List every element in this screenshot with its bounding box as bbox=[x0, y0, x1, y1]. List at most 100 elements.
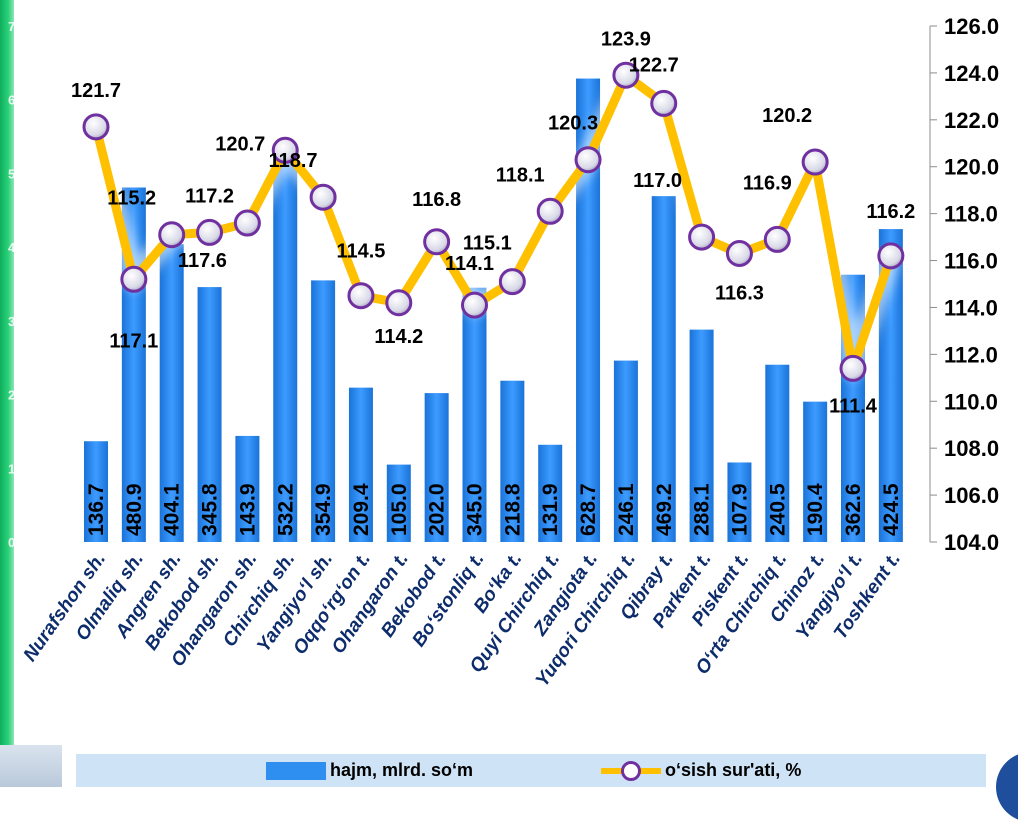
line-marker bbox=[461, 291, 488, 319]
right-tick-label: 122.0 bbox=[944, 108, 999, 133]
bar-value-label: 246.1 bbox=[615, 483, 638, 536]
bar-value-label: 345.0 bbox=[464, 483, 487, 536]
line-value-label: 123.9 bbox=[601, 28, 651, 50]
line-marker bbox=[347, 282, 375, 310]
bar bbox=[689, 329, 714, 542]
line-value-label: 117.6 bbox=[178, 250, 227, 272]
bar-value-label: 218.8 bbox=[501, 483, 524, 536]
bar-value-label: 105.0 bbox=[388, 483, 411, 536]
bar bbox=[235, 435, 260, 542]
bar bbox=[311, 280, 336, 542]
right-tick-label: 126.0 bbox=[944, 14, 999, 39]
bar-value-label: 143.9 bbox=[236, 483, 259, 536]
left-tick-label: 300.0 bbox=[8, 314, 41, 329]
bar bbox=[197, 287, 222, 542]
bar-value-label: 240.5 bbox=[766, 483, 789, 536]
combo-chart: 136.7 480.9 404.1 345.8 143.9 532.2 354.9 209.4… bbox=[8, 14, 1000, 691]
legend-bar-swatch bbox=[266, 761, 326, 780]
bar bbox=[651, 196, 676, 542]
right-axis: 104.0 106.0 108.0 110.0 112.0 114.0 116.0 118.0… bbox=[929, 14, 999, 555]
line-marker bbox=[688, 223, 716, 251]
bar-value-label: 628.7 bbox=[577, 483, 600, 536]
line-series bbox=[82, 61, 905, 382]
line-marker bbox=[839, 354, 867, 382]
bar bbox=[538, 444, 563, 542]
left-tick-label: 500.0 bbox=[8, 166, 41, 181]
line-marker bbox=[498, 268, 526, 296]
line-marker bbox=[309, 183, 337, 211]
line-value-label: 118.1 bbox=[496, 164, 545, 186]
bar bbox=[500, 380, 525, 542]
bar-series: 136.7 480.9 404.1 345.8 143.9 532.2 354.9 209.4… bbox=[84, 78, 903, 542]
line-value-label: 114.1 bbox=[445, 253, 494, 275]
left-tick-label: 200.0 bbox=[8, 388, 41, 403]
line-value-label: 118.7 bbox=[269, 150, 318, 172]
legend-label-line: o‘sish sur'ati, % bbox=[665, 760, 802, 780]
bar bbox=[386, 464, 411, 542]
bar bbox=[424, 393, 449, 542]
bar-value-label: 469.2 bbox=[653, 483, 676, 536]
line-value-label: 120.3 bbox=[548, 113, 598, 135]
bar-value-label: 362.6 bbox=[842, 483, 865, 536]
bar bbox=[84, 441, 108, 542]
bar-value-label: 345.8 bbox=[199, 483, 222, 536]
line-value-label: 116.9 bbox=[743, 172, 792, 194]
line-value-label: 121.7 bbox=[71, 80, 121, 102]
bar-value-label: 424.5 bbox=[880, 483, 903, 536]
bar-value-label: 131.9 bbox=[539, 483, 562, 536]
bar-value-label: 107.9 bbox=[728, 483, 751, 536]
line-value-label: 114.5 bbox=[336, 241, 385, 263]
line-marker bbox=[877, 242, 905, 270]
right-tick-label: 116.0 bbox=[944, 249, 998, 274]
bar-value-label: 354.9 bbox=[312, 483, 335, 536]
line-value-label: 122.7 bbox=[629, 54, 679, 76]
line-marker bbox=[385, 289, 413, 317]
line-marker bbox=[536, 197, 564, 225]
bar-value-label: 404.1 bbox=[161, 483, 184, 536]
line-marker bbox=[725, 240, 753, 268]
line-value-label: 111.4 bbox=[829, 395, 878, 417]
line-marker bbox=[763, 225, 791, 253]
line-value-label: 120.2 bbox=[762, 105, 812, 127]
line-value-label: 116.8 bbox=[412, 189, 461, 211]
line-value-label: 117.1 bbox=[109, 330, 158, 352]
legend-item-bars: hajm, mlrd. so‘m bbox=[266, 754, 473, 787]
right-tick-label: 106.0 bbox=[944, 483, 999, 508]
bar bbox=[348, 387, 373, 542]
bar-value-label: 532.2 bbox=[274, 483, 297, 536]
line-value-label: 114.2 bbox=[374, 326, 423, 348]
bar bbox=[159, 244, 184, 542]
legend: hajm, mlrd. so‘m o‘sish sur'ati, % bbox=[76, 754, 986, 787]
line-value-label: 116.3 bbox=[715, 283, 764, 305]
right-tick-label: 104.0 bbox=[944, 530, 999, 555]
right-tick-label: 108.0 bbox=[944, 436, 999, 461]
bar-value-label: 288.1 bbox=[691, 483, 714, 536]
line-marker bbox=[801, 148, 829, 176]
bar-value-label: 202.0 bbox=[426, 483, 449, 536]
bar-value-label: 190.4 bbox=[804, 483, 827, 536]
left-tick-label: 100.0 bbox=[8, 461, 41, 476]
line-marker bbox=[196, 218, 224, 246]
legend-line-swatch bbox=[601, 759, 661, 783]
right-tick-label: 114.0 bbox=[944, 295, 998, 320]
line-value-label: 117.0 bbox=[633, 170, 682, 192]
bar-value-label: 480.9 bbox=[123, 483, 146, 536]
line-value-label: 115.2 bbox=[107, 188, 156, 210]
right-tick-label: 124.0 bbox=[944, 61, 999, 86]
line-marker bbox=[574, 146, 602, 174]
right-tick-label: 118.0 bbox=[944, 202, 998, 227]
left-bottom-panel bbox=[0, 745, 62, 787]
line-marker bbox=[120, 265, 148, 293]
line-marker bbox=[612, 61, 640, 89]
line-marker bbox=[271, 136, 299, 164]
line-marker bbox=[233, 209, 261, 237]
left-tick-label: 0.0 bbox=[8, 535, 26, 550]
bar bbox=[273, 149, 298, 542]
legend-item-line: o‘sish sur'ati, % bbox=[601, 754, 801, 787]
line-value-label: 117.2 bbox=[185, 185, 234, 207]
x-axis-labels: Nurafshon sh.Olmaliq sh.Angren sh.Bekobo… bbox=[20, 549, 905, 691]
legend-label-bars: hajm, mlrd. so‘m bbox=[330, 760, 474, 780]
line-marker bbox=[423, 228, 451, 256]
bar bbox=[765, 364, 790, 542]
